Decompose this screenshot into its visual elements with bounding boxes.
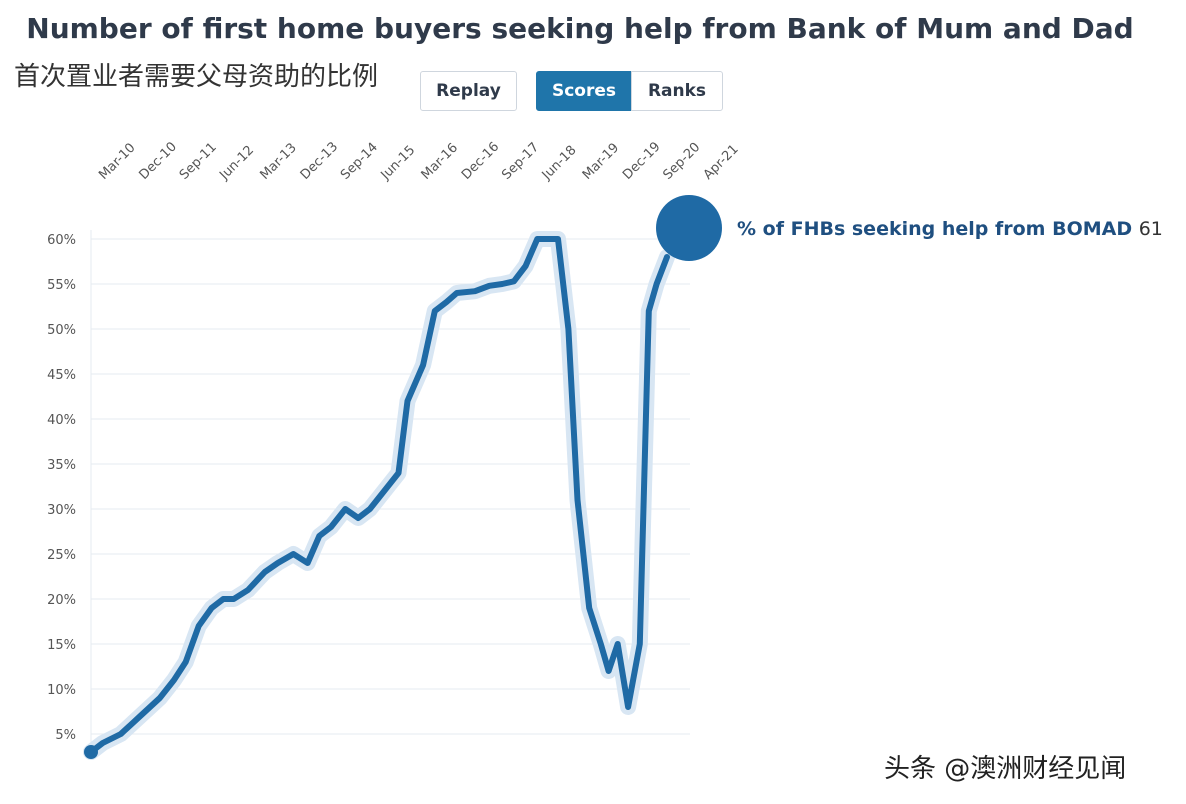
x-tick-label: Mar-19 xyxy=(580,140,622,182)
y-tick-label: 15% xyxy=(47,638,76,653)
watermark-text: 头条 @澳洲财经见闻 xyxy=(884,754,1127,784)
series-end-value: 61 xyxy=(1139,218,1163,240)
chart-subtitle: 首次置业者需要父母资助的比例 xyxy=(14,62,379,92)
x-tick-label: Dec-19 xyxy=(620,139,663,182)
x-tick-label: Mar-16 xyxy=(419,140,461,182)
replay-button[interactable]: Replay xyxy=(420,71,517,111)
end-point-marker xyxy=(656,195,722,261)
y-tick-label: 10% xyxy=(47,683,76,698)
x-tick-label: Sep-11 xyxy=(177,140,220,183)
y-tick-label: 55% xyxy=(47,278,76,293)
series-label: % of FHBs seeking help from BOMAD 61 xyxy=(737,218,1163,240)
chart-title: Number of first home buyers seeking help… xyxy=(26,12,1134,45)
y-tick-label: 45% xyxy=(47,368,76,383)
x-tick-label: Jun-12 xyxy=(216,143,257,184)
y-tick-label: 50% xyxy=(47,323,76,338)
ranks-tab[interactable]: Ranks xyxy=(631,71,723,111)
x-tick-label: Mar-13 xyxy=(257,140,299,182)
x-tick-label: Sep-17 xyxy=(499,140,542,183)
series-line xyxy=(88,236,670,755)
y-tick-label: 25% xyxy=(47,548,76,563)
y-tick-label: 30% xyxy=(47,503,76,518)
x-tick-label: Dec-13 xyxy=(298,139,341,182)
y-tick-label: 35% xyxy=(47,458,76,473)
x-tick-label: Apr-21 xyxy=(701,142,742,183)
start-point xyxy=(84,745,98,759)
y-tick-label: 5% xyxy=(55,728,76,743)
x-tick-label: Mar-10 xyxy=(96,140,138,182)
x-tick-label: Sep-14 xyxy=(338,140,381,183)
x-tick-label: Jun-15 xyxy=(378,143,419,184)
x-tick-label: Sep-20 xyxy=(660,140,703,183)
scores-tab[interactable]: Scores xyxy=(536,71,632,111)
x-tick-label: Dec-10 xyxy=(137,139,180,182)
x-tick-label: Jun-18 xyxy=(539,143,580,184)
x-tick-label: Dec-16 xyxy=(459,139,502,182)
y-tick-label: 20% xyxy=(47,593,76,608)
y-tick-label: 60% xyxy=(47,233,76,248)
y-tick-label: 40% xyxy=(47,413,76,428)
